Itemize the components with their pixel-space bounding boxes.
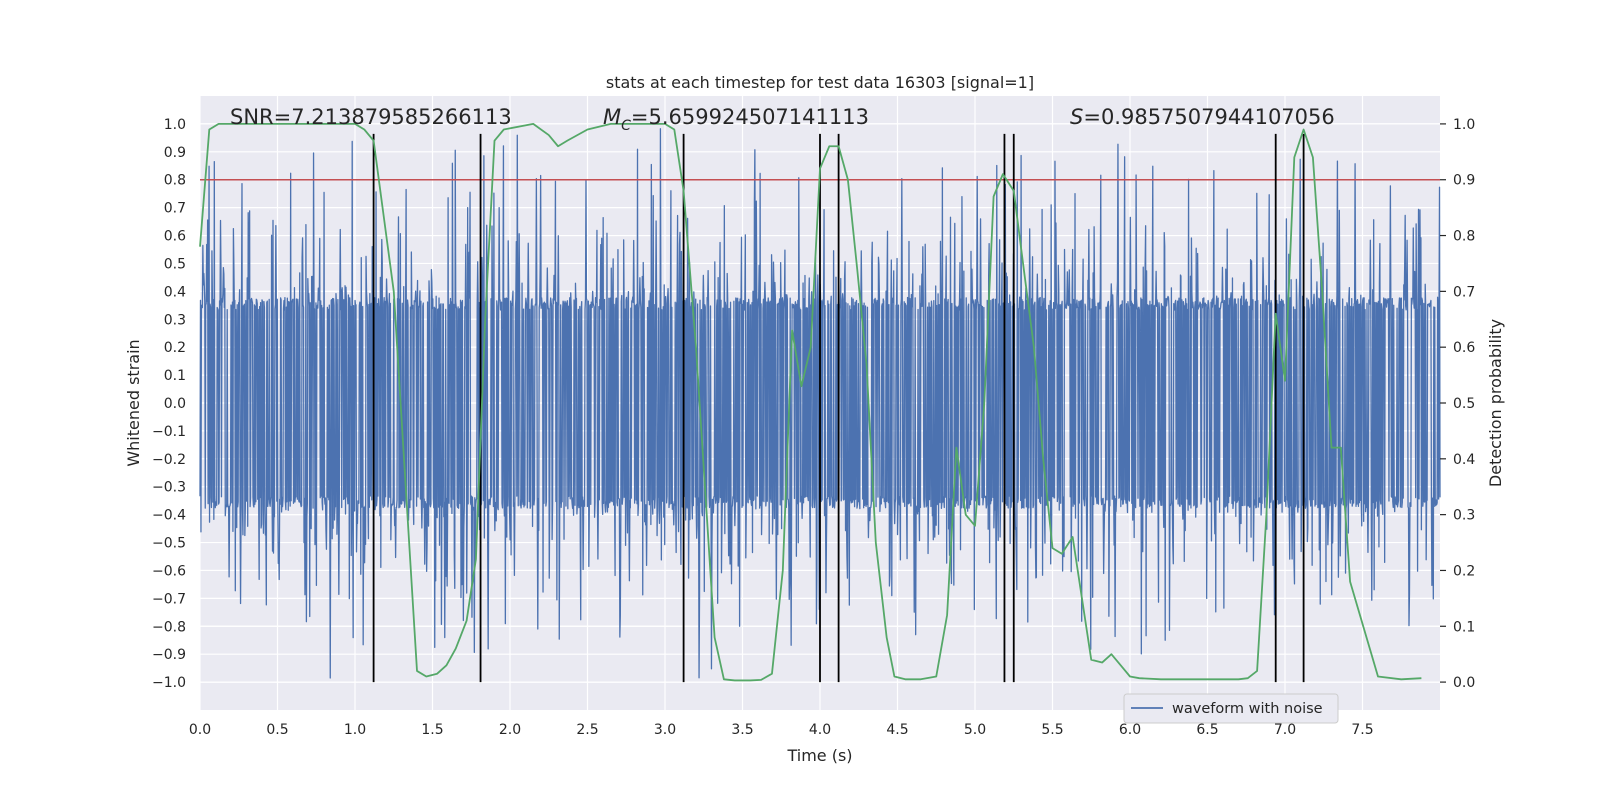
x-tick-label: 3.5 (731, 722, 753, 738)
s-symbol: S (1070, 105, 1083, 129)
legend-label: waveform with noise (1172, 701, 1323, 717)
event-markers (372, 133, 1305, 683)
y-axis-label: Whitened strain (124, 339, 143, 466)
chirp-mass-symbol: M (603, 105, 621, 129)
y2-tick-label: 0.5 (1453, 396, 1475, 412)
y-tick-label: −0.4 (152, 508, 186, 524)
y-tick-label: −0.7 (152, 591, 186, 607)
probability-line (199, 123, 1422, 682)
y2-tick-label: 0.3 (1453, 508, 1475, 524)
y2-tick-label: 0.0 (1453, 675, 1475, 691)
y2-axis-label: Detection probability (1486, 319, 1505, 487)
y2-tick-label: 0.4 (1453, 452, 1475, 468)
x-tick-label: 3.0 (654, 722, 676, 738)
y2-tick-label: 1.0 (1453, 117, 1475, 133)
x-tick-label: 5.0 (964, 722, 986, 738)
x-tick-label: 4.0 (809, 722, 831, 738)
y-tick-label: 0.0 (164, 396, 186, 412)
y-tick-label: 0.5 (164, 256, 186, 272)
s-value: =0.9857507944107056 (1083, 105, 1334, 129)
y-tick-label: −0.1 (152, 424, 186, 440)
chirp-mass-annotation: MC=5.659924507141113 (603, 105, 869, 134)
x-tick-label: 7.0 (1274, 722, 1296, 738)
legend: waveform with noise (1123, 693, 1339, 724)
y-tick-label: −0.9 (152, 647, 186, 663)
s-annotation: S=0.9857507944107056 (1070, 105, 1335, 129)
x-axis-label: Time (s) (786, 746, 852, 765)
x-tick-label: 7.5 (1351, 722, 1373, 738)
y-tick-label: 0.7 (164, 201, 186, 217)
left-axis: 1.0 0.9 0.8 0.7 0.6 0.5 0.4 0.3 0.2 0.1 0.0 −0.1 −0.… (152, 117, 186, 691)
y-tick-label: 0.4 (164, 284, 186, 300)
x-tick-label: 2.5 (576, 722, 598, 738)
y-tick-label: −0.8 (152, 619, 186, 635)
chirp-mass-value: =5.659924507141113 (631, 105, 869, 129)
y2-tick-label: 0.1 (1453, 619, 1475, 635)
y-tick-label: −1.0 (152, 675, 186, 691)
y-tick-label: 0.8 (164, 173, 186, 189)
y-tick-label: 0.3 (164, 312, 186, 328)
y2-tick-label: 0.6 (1453, 340, 1475, 356)
y-tick-label: 0.1 (164, 368, 186, 384)
y2-tick-label: 0.2 (1453, 563, 1475, 579)
y-tick-label: −0.5 (152, 536, 186, 552)
x-tick-label: 0.0 (189, 722, 211, 738)
chirp-mass-subscript: C (621, 118, 631, 134)
probability-series (199, 123, 1422, 682)
y2-tick-label: 0.8 (1453, 229, 1475, 245)
x-tick-label: 4.5 (886, 722, 908, 738)
x-tick-label: 1.5 (421, 722, 443, 738)
x-axis: 0.0 0.5 1.0 1.5 2.0 2.5 3.0 3.5 4.0 4.5 5.0 5.5 6.0 6… (189, 722, 1374, 738)
y-tick-label: 0.9 (164, 145, 186, 161)
y-tick-label: 0.6 (164, 229, 186, 245)
y2-tick-label: 0.7 (1453, 284, 1475, 300)
y-tick-label: −0.6 (152, 563, 186, 579)
y-tick-label: 1.0 (164, 117, 186, 133)
chart-title: stats at each timestep for test data 163… (606, 73, 1034, 92)
x-tick-label: 2.0 (499, 722, 521, 738)
x-tick-label: 0.5 (266, 722, 288, 738)
x-tick-label: 6.0 (1119, 722, 1141, 738)
y-tick-label: −0.2 (152, 452, 186, 468)
y-tick-label: −0.3 (152, 480, 186, 496)
x-tick-label: 5.5 (1041, 722, 1063, 738)
x-tick-label: 6.5 (1196, 722, 1218, 738)
snr-annotation: SNR=7.213879585266113 (230, 105, 512, 129)
y-tick-label: 0.2 (164, 340, 186, 356)
legend-box (1123, 693, 1339, 724)
right-axis: 1.0 0.9 0.8 0.7 0.6 0.5 0.4 0.3 0.2 0.1 0.0 (1440, 117, 1475, 691)
y2-tick-label: 0.9 (1453, 173, 1475, 189)
x-tick-label: 1.0 (344, 722, 366, 738)
